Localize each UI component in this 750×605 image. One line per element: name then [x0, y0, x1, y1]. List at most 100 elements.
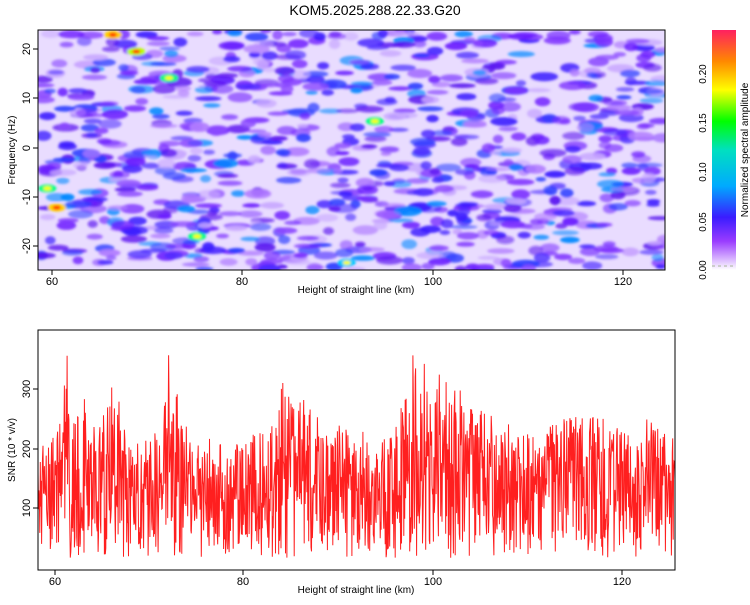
- spectrogram-cell: [384, 96, 396, 103]
- spectrogram-hotspot-core: [370, 119, 379, 124]
- spectrogram-cell: [533, 252, 551, 263]
- spectrogram-cell: [152, 114, 170, 119]
- spectrogram-cell: [316, 200, 333, 209]
- spectrogram-cell: [285, 50, 307, 60]
- spectrogram-cell: [619, 69, 641, 78]
- spectrogram-cell: [579, 247, 601, 256]
- spectrogram-cell: [306, 167, 332, 174]
- spectrogram-x-tick-label: 60: [46, 276, 58, 288]
- snr-y-ticks: 300 200 100: [21, 380, 38, 517]
- spectrogram-cell: [440, 74, 463, 82]
- spectrogram-cell: [565, 145, 581, 153]
- spectrogram-cell: [576, 122, 594, 133]
- spectrogram-cell: [533, 234, 550, 240]
- spectrogram-cell: [456, 215, 472, 226]
- spectrogram-cell: [396, 112, 418, 119]
- spectrogram-x-label: Height of straight line (km): [298, 285, 415, 296]
- spectrogram-cell: [546, 30, 571, 41]
- spectrogram-cell: [321, 89, 334, 96]
- colorbar-tick-label: 0.20: [698, 64, 709, 84]
- spectrogram-cell: [525, 164, 546, 174]
- spectrogram-cell: [572, 102, 600, 113]
- spectrogram-hotspot-core: [132, 49, 141, 54]
- spectrogram-cell: [170, 135, 194, 141]
- spectrogram-cell: [81, 74, 108, 81]
- spectrogram-cell: [351, 255, 376, 261]
- spectrogram-cell: [274, 82, 292, 88]
- spectrogram-cell: [364, 135, 387, 142]
- spectrogram-cell: [595, 54, 619, 61]
- spectrogram-cell: [459, 202, 479, 207]
- spectrogram-cell: [245, 258, 258, 266]
- spectrogram-cell: [505, 198, 526, 205]
- spectrogram-cell: [61, 249, 84, 256]
- spectrogram-cell: [216, 233, 229, 239]
- spectrogram-cell: [293, 243, 322, 249]
- spectrogram-cell: [313, 251, 338, 260]
- spectrogram-cell: [52, 157, 76, 162]
- spectrogram-cell: [218, 41, 245, 50]
- spectrogram-cell: [429, 167, 441, 176]
- spectrogram-cell: [85, 132, 98, 138]
- spectrogram-cell: [120, 204, 145, 214]
- spectrogram-cell: [487, 248, 515, 254]
- spectrogram-cell: [654, 47, 665, 53]
- spectrogram-cell: [203, 103, 221, 108]
- spectrogram-cell: [413, 40, 427, 48]
- spectrogram-cell: [357, 185, 378, 195]
- spectrogram-cell: [99, 101, 119, 107]
- spectrogram-cell: [245, 32, 269, 42]
- spectrogram-cell: [282, 31, 297, 37]
- spectrogram-cell: [349, 123, 365, 132]
- spectrogram-cell: [149, 107, 164, 115]
- spectrogram-cell: [40, 214, 56, 221]
- spectrogram-cell: [154, 166, 177, 175]
- spectrogram-cell: [207, 125, 228, 135]
- spectrogram-cell: [616, 95, 632, 100]
- spectrogram-y-label: Frequency (Hz): [7, 116, 18, 185]
- snr-y-tick-label: 300: [21, 380, 33, 398]
- spectrogram-cell: [307, 102, 320, 113]
- spectrogram-cell: [59, 41, 74, 48]
- spectrogram-cell: [560, 236, 580, 244]
- spectrogram-y-tick-label: -10: [21, 189, 33, 205]
- spectrogram-cell: [527, 108, 542, 119]
- spectrogram-cell: [483, 229, 499, 236]
- spectrogram-cell: [349, 59, 371, 65]
- spectrogram-cell: [597, 179, 624, 189]
- spectrogram-cell: [616, 87, 635, 92]
- spectrogram-cell: [133, 79, 158, 85]
- spectrogram-cell: [595, 222, 613, 227]
- spectrogram-cell: [569, 69, 580, 77]
- spectrogram-cell: [472, 69, 487, 76]
- spectrogram-cell: [260, 145, 276, 155]
- spectrogram-cell: [377, 30, 389, 38]
- spectrogram-cell: [240, 118, 256, 128]
- spectrogram-cell: [207, 210, 218, 216]
- spectrogram-cell: [150, 123, 178, 129]
- spectrogram-cell: [299, 30, 320, 38]
- spectrogram-cell: [429, 245, 449, 251]
- spectrogram-cell: [146, 41, 170, 47]
- spectrogram-cell: [105, 37, 120, 47]
- spectrogram-cell: [238, 210, 263, 218]
- spectrogram-cell: [457, 207, 471, 216]
- spectrogram-cell: [452, 229, 463, 235]
- spectrogram-cell: [410, 137, 436, 146]
- spectrogram-cell: [540, 243, 560, 253]
- spectrogram-cell: [240, 236, 260, 242]
- spectrogram-cell: [598, 110, 620, 116]
- spectrogram-cell: [252, 59, 271, 66]
- spectrogram-cell: [182, 262, 210, 267]
- spectrogram-cell: [559, 119, 571, 125]
- spectrogram-cell: [621, 162, 638, 169]
- spectrogram-cell: [254, 243, 276, 252]
- spectrogram-cell: [379, 146, 400, 153]
- spectrogram-cell: [598, 141, 612, 149]
- spectrogram-cell: [277, 162, 288, 169]
- spectrogram-cell: [588, 94, 604, 102]
- spectrogram-cell: [500, 220, 526, 229]
- spectrogram-cell: [491, 72, 517, 80]
- spectrogram-cell: [507, 51, 535, 58]
- spectrogram-cell: [635, 162, 663, 168]
